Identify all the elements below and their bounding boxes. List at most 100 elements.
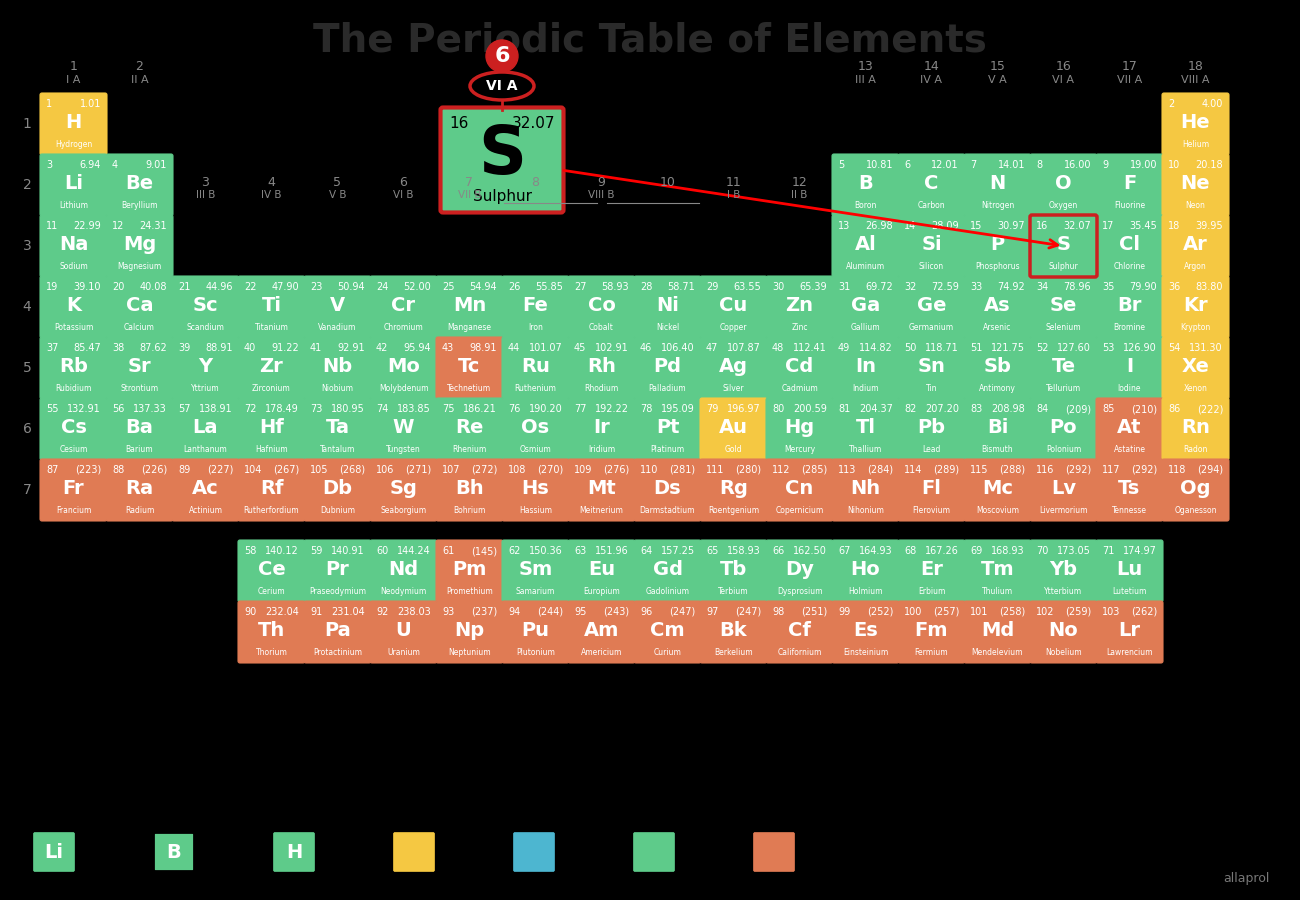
FancyBboxPatch shape xyxy=(153,832,195,871)
Text: 81: 81 xyxy=(838,404,850,414)
FancyBboxPatch shape xyxy=(40,337,107,399)
Text: 12: 12 xyxy=(792,176,807,190)
Text: Yb: Yb xyxy=(1049,561,1078,580)
Text: Radon: Radon xyxy=(1183,445,1208,454)
Text: Cr: Cr xyxy=(391,296,416,315)
FancyBboxPatch shape xyxy=(238,459,306,521)
FancyBboxPatch shape xyxy=(436,398,503,460)
Text: K: K xyxy=(66,296,81,315)
Text: (289): (289) xyxy=(933,465,959,475)
FancyBboxPatch shape xyxy=(766,337,833,399)
Text: Kr: Kr xyxy=(1183,296,1208,315)
Text: 178.49: 178.49 xyxy=(265,404,299,414)
FancyBboxPatch shape xyxy=(238,540,306,602)
FancyBboxPatch shape xyxy=(766,601,833,663)
Text: F: F xyxy=(1123,175,1136,194)
Text: Lead: Lead xyxy=(922,445,941,454)
Text: 2: 2 xyxy=(135,60,143,74)
Text: (292): (292) xyxy=(1131,465,1157,475)
Text: At: At xyxy=(1117,418,1141,437)
Text: (247): (247) xyxy=(734,607,760,617)
Text: 63: 63 xyxy=(575,546,586,556)
FancyBboxPatch shape xyxy=(634,540,701,602)
Text: 87.62: 87.62 xyxy=(139,343,166,353)
Text: 53: 53 xyxy=(1102,343,1114,353)
FancyBboxPatch shape xyxy=(370,540,437,602)
Text: 3: 3 xyxy=(202,176,209,190)
Text: 96: 96 xyxy=(640,607,653,617)
Text: (270): (270) xyxy=(537,465,563,475)
Text: Livermorium: Livermorium xyxy=(1039,506,1088,515)
Text: (145): (145) xyxy=(471,546,497,556)
Text: 4.00: 4.00 xyxy=(1201,99,1223,109)
Text: Holmium: Holmium xyxy=(848,587,883,596)
FancyBboxPatch shape xyxy=(699,540,767,602)
Text: 7: 7 xyxy=(22,483,31,497)
Text: 97: 97 xyxy=(706,607,719,617)
Text: Y: Y xyxy=(199,357,213,376)
FancyBboxPatch shape xyxy=(699,398,767,460)
Text: Sb: Sb xyxy=(984,357,1011,376)
FancyBboxPatch shape xyxy=(1096,601,1164,663)
FancyBboxPatch shape xyxy=(1162,276,1228,338)
Text: 88: 88 xyxy=(112,465,125,475)
Text: 132.91: 132.91 xyxy=(68,404,101,414)
Text: Dysprosium: Dysprosium xyxy=(777,587,822,596)
Text: Ruthenium: Ruthenium xyxy=(515,384,556,393)
Text: 21: 21 xyxy=(178,282,190,292)
Text: Fl: Fl xyxy=(922,480,941,499)
Text: Iodine: Iodine xyxy=(1118,384,1141,393)
Text: V: V xyxy=(330,296,344,315)
Text: Ni: Ni xyxy=(656,296,679,315)
Text: Nihonium: Nihonium xyxy=(848,506,884,515)
FancyBboxPatch shape xyxy=(898,540,965,602)
Text: 168.93: 168.93 xyxy=(992,546,1024,556)
Text: Db: Db xyxy=(322,480,352,499)
FancyBboxPatch shape xyxy=(34,832,74,871)
Text: Pm: Pm xyxy=(452,561,486,580)
Text: 80: 80 xyxy=(772,404,784,414)
Text: 112: 112 xyxy=(772,465,790,475)
Text: Seaborgium: Seaborgium xyxy=(381,506,426,515)
Text: Xe: Xe xyxy=(1182,357,1209,376)
Text: 180.95: 180.95 xyxy=(332,404,365,414)
Text: Strontium: Strontium xyxy=(121,384,159,393)
Text: 98: 98 xyxy=(772,607,784,617)
Text: The Periodic Table of Elements: The Periodic Table of Elements xyxy=(313,21,987,59)
Text: B: B xyxy=(858,175,872,194)
Text: Iridium: Iridium xyxy=(588,445,615,454)
Text: 208.98: 208.98 xyxy=(991,404,1024,414)
Text: H: H xyxy=(65,113,82,132)
Text: Darmstadtium: Darmstadtium xyxy=(640,506,696,515)
Text: Hg: Hg xyxy=(784,418,815,437)
Text: Californium: Californium xyxy=(777,648,822,657)
Text: 32.07: 32.07 xyxy=(511,116,555,131)
Text: 31: 31 xyxy=(838,282,850,292)
Text: Lutetium: Lutetium xyxy=(1113,587,1147,596)
Text: 4: 4 xyxy=(268,176,276,190)
Text: 94: 94 xyxy=(508,607,520,617)
Text: 25: 25 xyxy=(442,282,455,292)
Circle shape xyxy=(486,40,517,72)
Text: 63.55: 63.55 xyxy=(733,282,760,292)
Text: Fm: Fm xyxy=(915,621,948,640)
Text: Neodymium: Neodymium xyxy=(381,587,426,596)
Text: 108: 108 xyxy=(508,465,526,475)
FancyBboxPatch shape xyxy=(1096,276,1164,338)
FancyBboxPatch shape xyxy=(107,337,173,399)
Text: 44: 44 xyxy=(508,343,520,353)
Text: Np: Np xyxy=(455,621,485,640)
Text: 9: 9 xyxy=(1102,160,1108,170)
FancyBboxPatch shape xyxy=(40,215,107,277)
Text: Nb: Nb xyxy=(322,357,352,376)
Text: 32: 32 xyxy=(903,282,916,292)
Text: 105: 105 xyxy=(309,465,329,475)
Text: 83.80: 83.80 xyxy=(1196,282,1223,292)
Text: 113: 113 xyxy=(838,465,857,475)
Text: Se: Se xyxy=(1050,296,1078,315)
Text: Te: Te xyxy=(1052,357,1075,376)
Text: 73: 73 xyxy=(309,404,322,414)
Text: Polonium: Polonium xyxy=(1046,445,1082,454)
FancyBboxPatch shape xyxy=(898,215,965,277)
Text: Hydrogen: Hydrogen xyxy=(55,140,92,149)
